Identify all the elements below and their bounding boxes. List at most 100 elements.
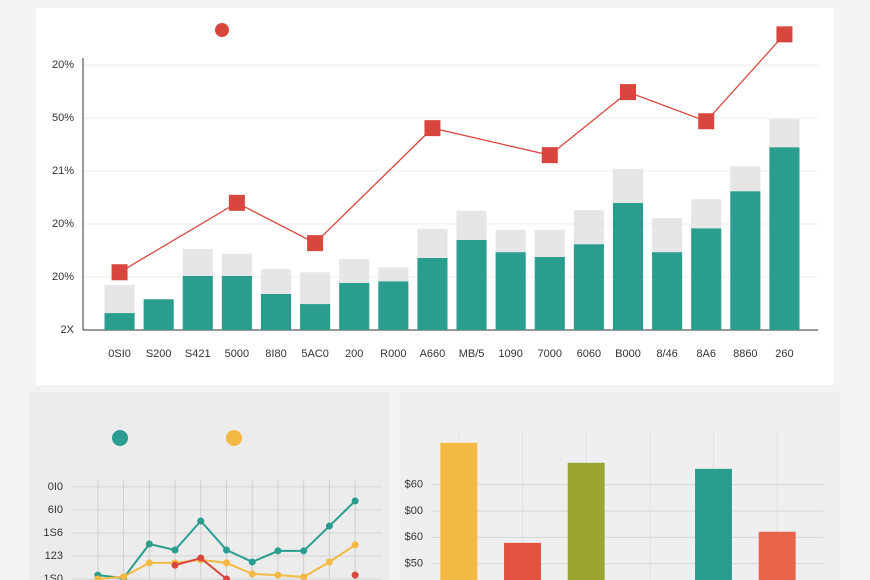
bar-segment <box>769 147 800 330</box>
x-tick-label: 1090 <box>498 348 522 360</box>
bar-segment <box>221 253 252 276</box>
line-marker <box>171 546 179 554</box>
x-tick-label: MB/5 <box>459 348 485 360</box>
y-tick-label: $00 <box>405 505 423 517</box>
line-marker <box>351 541 359 549</box>
y-tick-label: 1S6 <box>43 527 63 539</box>
bar-segment <box>378 267 409 282</box>
x-tick-label: 7000 <box>538 348 562 360</box>
line-marker <box>111 264 128 281</box>
bar-segment <box>300 272 331 305</box>
bar-segment <box>221 275 252 330</box>
y-tick-label: 0I0 <box>48 481 63 493</box>
bar <box>504 542 541 580</box>
y-tick-label: $50 <box>405 558 423 570</box>
bar-segment <box>182 275 213 330</box>
line-marker <box>197 517 205 525</box>
y-tick-label: 2X <box>61 324 75 336</box>
line-marker <box>300 547 308 555</box>
line-marker <box>274 571 282 579</box>
bar-chart: $50 $60 $00 $60 <box>405 432 823 580</box>
y-tick-label: 123 <box>45 550 63 562</box>
legend-marker <box>112 430 128 446</box>
bar-segment <box>691 199 722 229</box>
bar-segment <box>300 304 331 330</box>
bar-segment <box>769 119 800 148</box>
x-tick-label: 8/46 <box>656 348 677 360</box>
x-tick-label: S200 <box>146 348 172 360</box>
line-marker <box>274 547 282 555</box>
line-marker <box>145 540 153 548</box>
x-tick-label: 6060 <box>577 348 601 360</box>
line-marker <box>698 113 715 130</box>
legend-marker <box>215 23 229 37</box>
y-tick-label: 50% <box>52 112 74 124</box>
bar-segment <box>495 229 526 253</box>
line-marker <box>424 120 441 137</box>
line-marker <box>120 573 128 580</box>
bar <box>567 462 605 580</box>
x-tick-label: 5AC0 <box>301 348 329 360</box>
bar-segment <box>691 228 722 330</box>
line-marker <box>300 573 308 580</box>
bar-segment <box>573 244 604 330</box>
legend-marker <box>226 430 242 446</box>
bar-segment <box>573 210 604 245</box>
bar-segment <box>143 299 174 330</box>
bar-segment <box>456 239 487 330</box>
bar-segment <box>260 269 292 294</box>
line-chart: 1S0 123 1S6 6I0 0I0 <box>43 430 382 580</box>
bar-segment <box>730 191 761 330</box>
bar-segment <box>730 166 761 192</box>
line-marker <box>776 26 793 43</box>
bar-segment <box>534 256 565 330</box>
y-tick-label: $60 <box>405 479 423 491</box>
bar-segment <box>456 210 487 240</box>
line-marker <box>171 561 179 569</box>
y-tick-label: 21% <box>52 165 74 177</box>
bar-segment <box>182 248 213 276</box>
line-marker <box>94 575 102 580</box>
y-tick-label: 20% <box>52 271 74 283</box>
line-marker <box>223 575 230 580</box>
x-tick-label: B000 <box>615 348 641 360</box>
bar-segment <box>339 259 370 283</box>
y-tick-label: 20% <box>52 59 74 71</box>
x-tick-label: A660 <box>420 348 446 360</box>
line-marker <box>223 559 230 567</box>
x-tick-label: 8860 <box>733 348 757 360</box>
line-marker <box>351 497 359 505</box>
line-marker <box>351 571 359 579</box>
y-tick-label: 20% <box>52 218 74 230</box>
bar-segment <box>378 281 409 330</box>
bar-segment <box>417 257 448 330</box>
x-tick-label: 260 <box>775 348 793 360</box>
left-panel <box>30 392 390 580</box>
line-marker <box>248 570 256 578</box>
x-tick-label: 8I80 <box>265 348 286 360</box>
x-tick-label: 0SI0 <box>108 348 131 360</box>
x-tick-label: 8A6 <box>696 348 716 360</box>
x-tick-label: 5000 <box>225 348 249 360</box>
bar-segment <box>260 293 292 330</box>
line-marker <box>223 546 230 554</box>
bar-segment <box>495 252 526 330</box>
line-marker <box>620 84 636 101</box>
line-marker <box>228 194 245 211</box>
line-marker <box>145 559 153 567</box>
bar-segment <box>104 284 135 314</box>
bar-segment <box>612 168 644 203</box>
line-marker <box>541 147 558 164</box>
bar-segment <box>652 252 683 330</box>
bar-segment <box>612 202 644 330</box>
y-tick-label: 6I0 <box>48 504 63 516</box>
x-tick-label: R000 <box>380 348 406 360</box>
bar <box>758 531 796 580</box>
bar-segment <box>104 313 135 330</box>
line-marker <box>325 522 333 530</box>
line-marker <box>325 558 333 566</box>
line-marker <box>307 235 324 252</box>
line-marker <box>197 554 205 562</box>
